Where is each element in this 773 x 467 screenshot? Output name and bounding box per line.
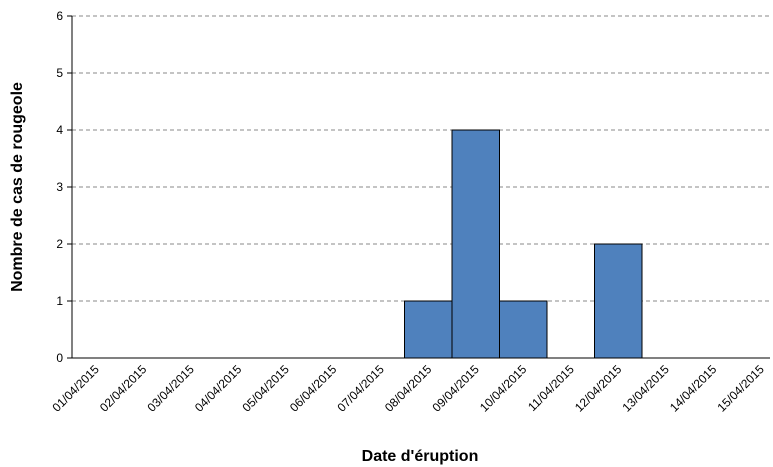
y-tick-label: 5 [56,66,63,80]
x-tick-label: 07/04/2015 [335,362,388,415]
bar [499,300,548,359]
x-tick-label: 13/04/2015 [620,362,673,415]
x-tick-label: 03/04/2015 [145,362,198,415]
y-tick-label: 1 [56,294,63,308]
x-tick-label: 02/04/2015 [97,362,150,415]
x-tick-label: 10/04/2015 [477,362,530,415]
x-tick-label: 04/04/2015 [192,362,245,415]
y-tick-label: 2 [56,237,63,251]
x-tick-label: 01/04/2015 [50,362,103,415]
bar [451,129,500,359]
y-tick-label: 0 [56,351,63,365]
bar [404,300,453,359]
bar [594,243,643,359]
x-tick-label: 14/04/2015 [667,362,720,415]
y-tick-label: 3 [56,180,63,194]
x-tick-label: 11/04/2015 [525,362,577,414]
x-tick-label: 15/04/2015 [715,362,768,415]
x-tick-label: 08/04/2015 [382,362,435,415]
x-tick-label: 09/04/2015 [430,362,483,415]
y-axis-title: Nombre de cas de rougeole [9,82,26,292]
x-tick-label: 06/04/2015 [287,362,340,415]
x-tick-label: 05/04/2015 [240,362,293,415]
y-tick-label: 6 [56,9,63,23]
x-tick-label: 12/04/2015 [572,362,625,415]
y-tick-label: 4 [56,123,63,137]
x-axis-title: Date d'éruption [362,448,479,465]
